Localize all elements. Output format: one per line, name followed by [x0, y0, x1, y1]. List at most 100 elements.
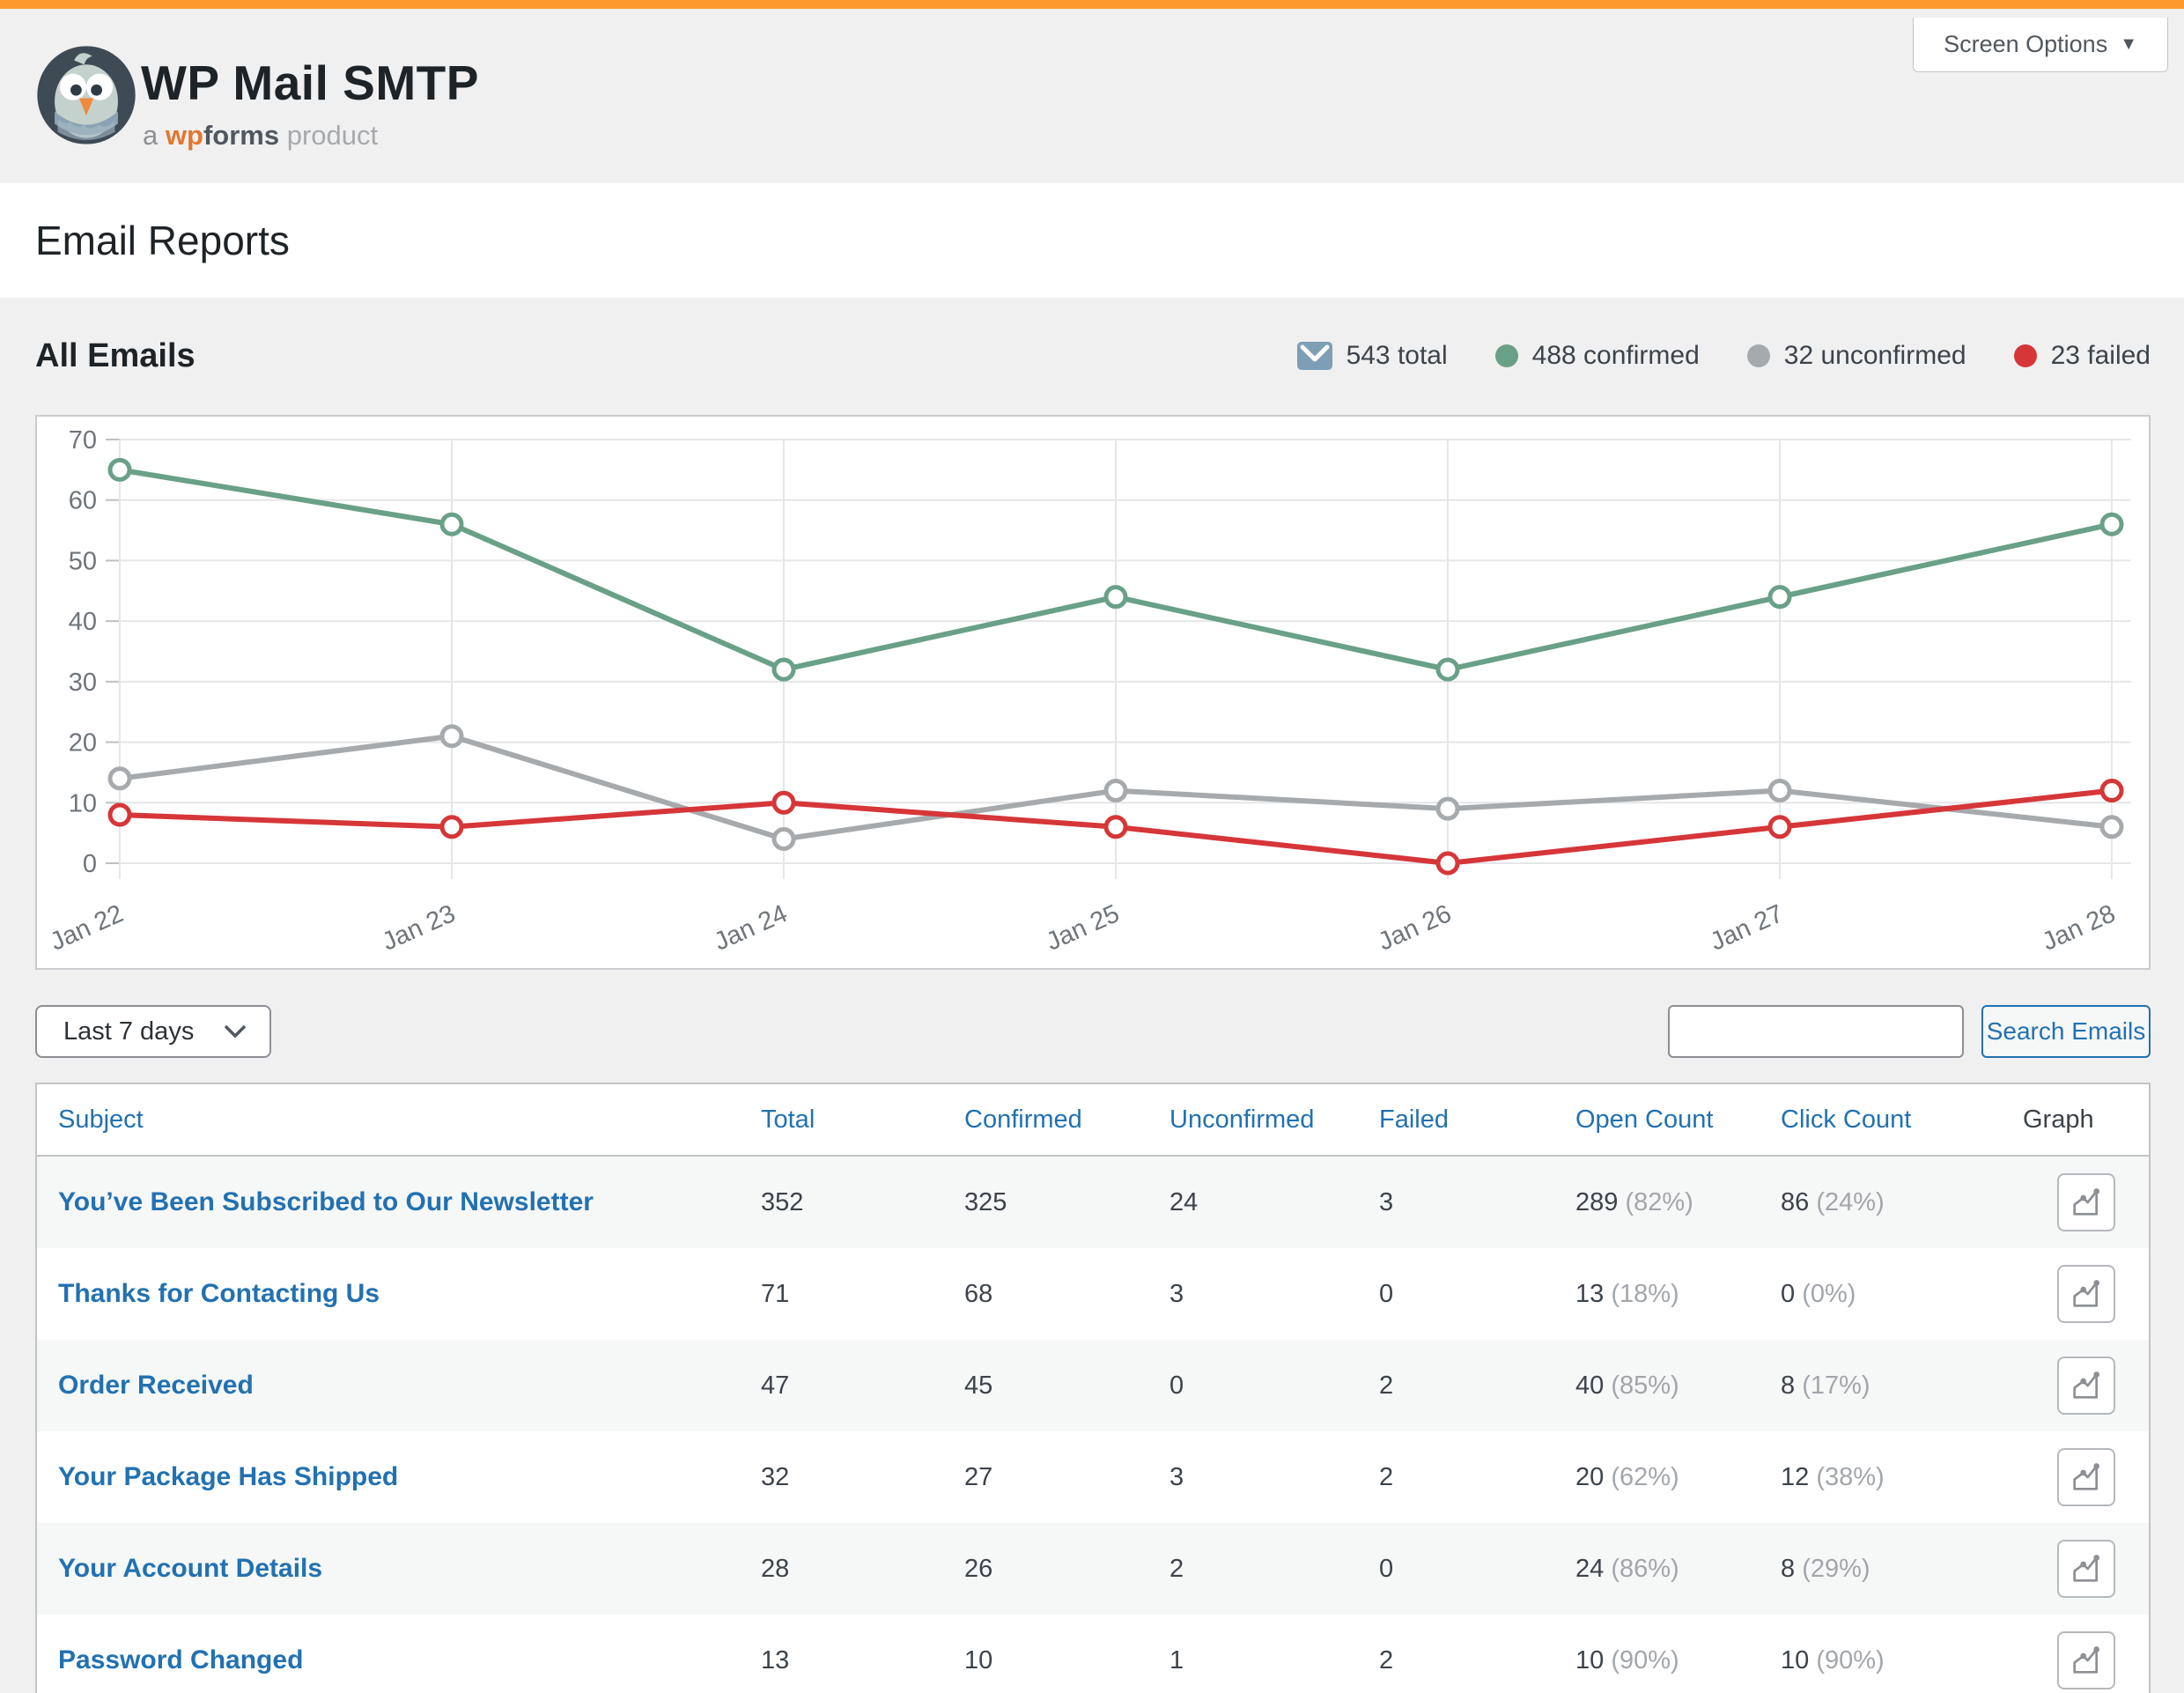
open-count-value: 40 (85%)	[1575, 1371, 1679, 1400]
legend-item: 488 confirmed	[1494, 341, 1700, 371]
line-chart-svg: 0 10 20 30 40 50 60 70 Jan 22 Jan 23 Jan 24 Jan 25 J…	[46, 426, 2131, 957]
svg-text:70: 70	[69, 426, 97, 455]
svg-text:50: 50	[69, 547, 97, 575]
subject-link[interactable]: Order Received	[58, 1371, 254, 1400]
mini-graph-icon	[2072, 1371, 2099, 1399]
email-stats-line-chart: 0 10 20 30 40 50 60 70 Jan 22 Jan 23 Jan 24 Jan 25 J…	[35, 415, 2151, 970]
table-row: Password Changed 13 10 1 2 10 (90%) 10 (90%)	[37, 1615, 2149, 1693]
mini-graph-icon	[2072, 1555, 2099, 1582]
screen-options-label: Screen Options	[1944, 31, 2108, 57]
total-value: 47	[761, 1371, 790, 1400]
click-count-value: 86 (24%)	[1781, 1187, 1885, 1216]
column-header-total[interactable]: Total	[761, 1105, 815, 1134]
row-graph-button[interactable]	[2056, 1357, 2115, 1415]
svg-text:30: 30	[69, 669, 97, 697]
column-header-confirmed[interactable]: Confirmed	[964, 1105, 1082, 1134]
row-graph-button[interactable]	[2056, 1540, 2115, 1598]
subject-link[interactable]: Thanks for Contacting Us	[58, 1279, 380, 1308]
byline-suffix: product	[286, 120, 379, 151]
svg-text:20: 20	[69, 729, 97, 758]
table-row: Your Package Has Shipped 32 27 3 2 20 (62%) 12…	[37, 1431, 2149, 1523]
date-range-select[interactable]: Last 7 days	[35, 1005, 272, 1058]
date-range-value: Last 7 days	[63, 1017, 195, 1046]
open-count-value: 20 (62%)	[1575, 1462, 1679, 1491]
legend-label: 543 total	[1346, 341, 1448, 370]
legend-item: 32 unconfirmed	[1746, 341, 1966, 371]
mini-graph-icon	[2072, 1646, 2099, 1674]
table-row: Thanks for Contacting Us 71 68 3 0 13 (18%) 0 …	[37, 1248, 2149, 1340]
all-emails-section-header: All Emails 543 total 488 confirmed 32 unco…	[35, 333, 2151, 379]
confirmed-value: 10	[964, 1645, 993, 1675]
click-count-value: 10 (90%)	[1781, 1645, 1885, 1675]
unconfirmed-value: 1	[1169, 1645, 1184, 1675]
screen-options-button[interactable]: Screen Options ▼	[1913, 18, 2168, 72]
column-header-subject[interactable]: Subject	[58, 1105, 144, 1134]
subject-link[interactable]: Your Account Details	[58, 1554, 323, 1583]
click-count-value: 12 (38%)	[1781, 1462, 1885, 1491]
mini-graph-icon	[2072, 1280, 2099, 1307]
column-header-open-count[interactable]: Open Count	[1575, 1105, 1714, 1134]
total-value: 352	[761, 1187, 804, 1216]
search-input[interactable]	[1668, 1005, 1964, 1058]
subject-link[interactable]: Your Package Has Shipped	[58, 1462, 399, 1491]
legend-dot-icon	[2013, 344, 2037, 367]
svg-text:Jan 23: Jan 23	[378, 899, 460, 957]
failed-value: 0	[1379, 1554, 1394, 1583]
chart-legend: 543 total 488 confirmed 32 unconfirmed 23 f…	[1296, 341, 2151, 371]
open-count-value: 13 (18%)	[1575, 1279, 1679, 1308]
subject-link[interactable]: You’ve Been Subscribed to Our Newsletter	[58, 1187, 594, 1216]
mini-graph-icon	[2072, 1463, 2099, 1490]
legend-dot-icon	[1494, 344, 1518, 367]
table-row: Order Received 47 45 0 2 40 (85%) 8 (17%)	[37, 1340, 2149, 1431]
legend-dot-icon	[1746, 344, 1770, 367]
total-value: 28	[761, 1554, 790, 1583]
failed-value: 2	[1379, 1645, 1394, 1675]
unconfirmed-value: 3	[1169, 1279, 1184, 1308]
svg-text:Jan 24: Jan 24	[710, 899, 792, 957]
table-row: You’ve Been Subscribed to Our Newsletter…	[37, 1157, 2149, 1248]
mini-graph-icon	[2072, 1188, 2099, 1216]
unconfirmed-value: 0	[1169, 1371, 1184, 1400]
email-reports-table: Subject Total Confirmed Unconfirmed Failed Op…	[35, 1083, 2151, 1693]
legend-label: 23 failed	[2050, 341, 2151, 370]
failed-value: 2	[1379, 1462, 1394, 1491]
wp-mail-smtp-pigeon-logo	[37, 46, 136, 144]
legend-item: 543 total	[1296, 341, 1448, 371]
row-graph-button[interactable]	[2056, 1173, 2115, 1231]
brand-top-bar	[0, 0, 2184, 9]
search-emails-button[interactable]: Search Emails	[1981, 1005, 2151, 1058]
row-graph-button[interactable]	[2056, 1631, 2115, 1689]
confirmed-value: 325	[964, 1187, 1007, 1216]
svg-text:60: 60	[69, 487, 97, 515]
click-count-value: 8 (29%)	[1781, 1554, 1870, 1583]
column-header-failed[interactable]: Failed	[1379, 1105, 1449, 1134]
unconfirmed-value: 24	[1169, 1187, 1199, 1216]
page-title: Email Reports	[35, 218, 290, 263]
row-graph-button[interactable]	[2056, 1448, 2115, 1506]
page-title-band: Email Reports	[0, 183, 2184, 298]
svg-text:Jan 28: Jan 28	[2038, 899, 2120, 957]
total-value: 32	[761, 1462, 790, 1491]
legend-item: 23 failed	[2013, 341, 2151, 371]
open-count-value: 24 (86%)	[1575, 1554, 1679, 1583]
subject-link[interactable]: Password Changed	[58, 1645, 304, 1675]
section-title: All Emails	[35, 336, 196, 374]
row-graph-button[interactable]	[2056, 1265, 2115, 1323]
confirmed-value: 27	[964, 1462, 993, 1491]
plugin-header: WP Mail SMTP a wpforms product Screen Op…	[0, 9, 2184, 183]
failed-value: 2	[1379, 1371, 1394, 1400]
failed-value: 3	[1379, 1187, 1394, 1216]
column-header-graph: Graph	[2023, 1105, 2094, 1134]
table-body: You’ve Been Subscribed to Our Newsletter…	[37, 1157, 2149, 1693]
click-count-value: 0 (0%)	[1781, 1279, 1856, 1308]
byline: a wpforms product	[143, 120, 378, 152]
column-header-click-count[interactable]: Click Count	[1781, 1105, 1912, 1134]
confirmed-value: 45	[964, 1371, 993, 1400]
open-count-value: 289 (82%)	[1575, 1187, 1693, 1216]
svg-text:40: 40	[69, 608, 97, 636]
column-header-unconfirmed[interactable]: Unconfirmed	[1169, 1105, 1315, 1134]
byline-forms: forms	[203, 120, 280, 151]
open-count-value: 10 (90%)	[1575, 1645, 1679, 1675]
total-value: 13	[761, 1645, 790, 1675]
